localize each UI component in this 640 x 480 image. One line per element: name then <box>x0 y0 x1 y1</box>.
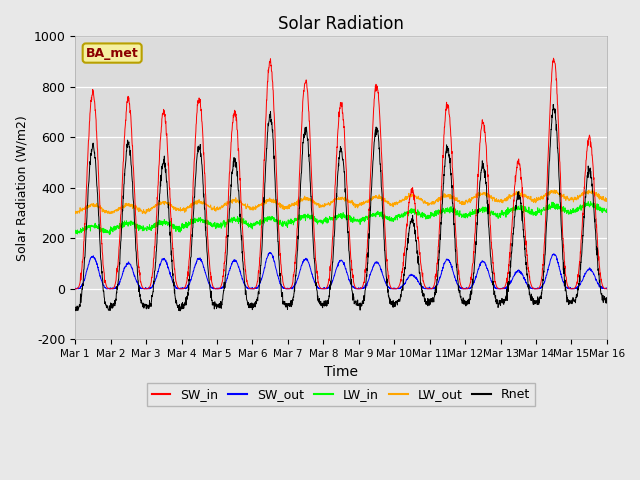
X-axis label: Time: Time <box>324 365 358 379</box>
Y-axis label: Solar Radiation (W/m2): Solar Radiation (W/m2) <box>15 115 28 261</box>
Text: BA_met: BA_met <box>86 47 138 60</box>
Title: Solar Radiation: Solar Radiation <box>278 15 404 33</box>
Legend: SW_in, SW_out, LW_in, LW_out, Rnet: SW_in, SW_out, LW_in, LW_out, Rnet <box>147 383 536 406</box>
